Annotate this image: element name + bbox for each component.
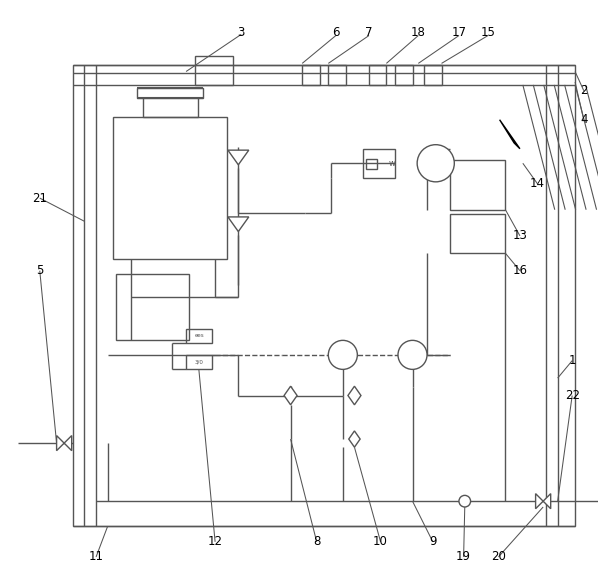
Text: 3/0: 3/0	[195, 360, 203, 365]
Text: 9: 9	[429, 535, 437, 548]
Text: 15: 15	[480, 26, 495, 39]
Bar	[195, 56, 232, 85]
Bar	[137, 88, 203, 98]
Text: 13: 13	[513, 229, 527, 242]
Bar	[450, 161, 505, 210]
Text: 8: 8	[313, 535, 320, 548]
Circle shape	[459, 495, 471, 507]
Bar	[302, 65, 320, 85]
Text: 14: 14	[530, 177, 545, 190]
Text: 4: 4	[580, 113, 588, 126]
Bar	[116, 274, 189, 340]
Bar	[450, 214, 505, 253]
Polygon shape	[228, 150, 249, 165]
Text: 10: 10	[373, 535, 388, 548]
Text: 3: 3	[238, 26, 245, 39]
Polygon shape	[535, 494, 543, 509]
Text: 1: 1	[569, 354, 576, 367]
Bar	[369, 65, 386, 85]
Polygon shape	[228, 217, 249, 232]
Text: w: w	[389, 159, 395, 168]
Text: 21: 21	[32, 191, 47, 205]
Polygon shape	[500, 120, 520, 149]
Bar	[73, 65, 575, 526]
Bar	[186, 355, 212, 370]
Bar	[186, 329, 212, 343]
Text: 18: 18	[411, 26, 426, 39]
Polygon shape	[57, 435, 64, 450]
Text: 5: 5	[36, 264, 44, 277]
Bar	[142, 97, 198, 117]
Bar	[395, 65, 413, 85]
Circle shape	[328, 340, 357, 370]
Text: 20: 20	[491, 551, 506, 563]
Polygon shape	[64, 435, 71, 450]
Polygon shape	[348, 386, 361, 405]
Text: 6: 6	[332, 26, 339, 39]
Polygon shape	[284, 386, 297, 405]
Text: 7: 7	[365, 26, 373, 39]
Circle shape	[417, 145, 455, 182]
Text: 16: 16	[513, 264, 527, 277]
Bar	[366, 159, 376, 169]
Bar	[363, 149, 395, 178]
Text: ees: ees	[194, 333, 204, 339]
Text: 2: 2	[580, 84, 588, 97]
Polygon shape	[543, 494, 551, 509]
Bar	[113, 117, 227, 259]
Bar	[424, 65, 442, 85]
Text: 22: 22	[565, 389, 580, 402]
Text: 17: 17	[452, 26, 466, 39]
Circle shape	[398, 340, 427, 370]
Polygon shape	[349, 431, 360, 447]
Text: 12: 12	[208, 535, 222, 548]
Text: 11: 11	[89, 551, 103, 563]
Bar	[328, 65, 346, 85]
Text: 19: 19	[456, 551, 471, 563]
